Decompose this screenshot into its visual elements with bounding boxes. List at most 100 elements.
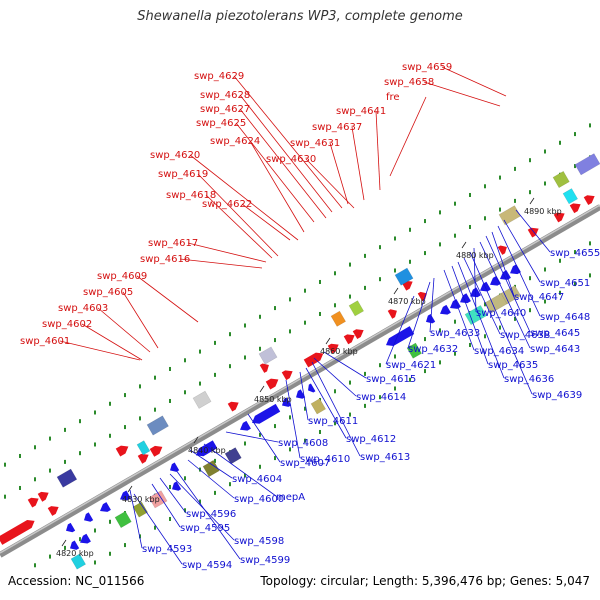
- reverse-label-leader: [285, 379, 301, 459]
- reverse-arrow: [450, 299, 461, 309]
- tick-dot: [4, 494, 6, 499]
- forward-arrow: [47, 506, 59, 516]
- gene-box: [552, 170, 570, 189]
- tick-dot: [289, 329, 291, 334]
- reverse-gene-label: swp_4651: [540, 278, 590, 289]
- forward-arrow: [0, 520, 35, 545]
- tick-dot: [529, 276, 531, 281]
- tick-dot: [304, 438, 306, 443]
- reverse-arrow-shape: [500, 270, 511, 280]
- reverse-gene-label: swp_4615: [366, 374, 416, 385]
- tick-dot: [109, 519, 111, 524]
- reverse-arrow-shape: [70, 540, 80, 550]
- tick-dot: [499, 207, 501, 212]
- reverse-label-leader: [497, 225, 541, 317]
- kbp-tick-label: 4870 kbp: [388, 297, 426, 306]
- tick-dot: [514, 316, 516, 321]
- reverse-gene-label: swp_4639: [532, 390, 582, 401]
- gene-box-shape: [224, 447, 242, 465]
- tick-dot: [64, 545, 66, 550]
- tick-dot: [334, 271, 336, 276]
- forward-gene-label: swp_4602: [42, 319, 92, 330]
- reverse-arrow-shape: [450, 299, 461, 309]
- reverse-label-leader: [515, 209, 551, 253]
- tick-dot: [79, 419, 81, 424]
- reverse-label-leader: [175, 469, 241, 560]
- tick-dot: [559, 258, 561, 263]
- reverse-arrow: [282, 397, 292, 407]
- forward-gene-label: swp_4658: [384, 77, 434, 88]
- forward-gene-label: swp_4617: [148, 238, 198, 249]
- gene-labels: swp_4601 swp_4602 swp_4603 swp_4605 swp_4609…: [20, 62, 600, 571]
- reverse-label-leader: [313, 357, 357, 397]
- tick-dot: [544, 149, 546, 154]
- tick-dot: [289, 415, 291, 420]
- forward-arrow-shape: [227, 401, 239, 412]
- reverse-arrow: [80, 533, 91, 544]
- reverse-arrow-shape: [240, 420, 251, 431]
- reverse-gene-label: swp_4595: [180, 523, 230, 534]
- tick-dot: [574, 250, 576, 255]
- tick-dot: [529, 190, 531, 195]
- reverse-label-leader: [473, 247, 477, 313]
- tick-dot: [424, 369, 426, 374]
- tick-dot: [214, 372, 216, 377]
- reverse-label-leader: [169, 473, 235, 541]
- kbp-tick-mark: [61, 539, 67, 547]
- forward-gene-label: swp_4628: [200, 90, 250, 101]
- tick-dot: [544, 299, 546, 304]
- forward-arrow: [583, 195, 595, 206]
- reverse-label-leader: [189, 449, 233, 479]
- tick-dot: [559, 290, 561, 295]
- tick-dot: [169, 516, 171, 521]
- tick-dot: [439, 360, 441, 365]
- kbp-tick-label: 4830 kbp: [122, 495, 160, 504]
- reverse-arrow: [120, 490, 131, 501]
- reverse-label-leader: [451, 265, 489, 365]
- tick-dot: [319, 429, 321, 434]
- tick-dot: [154, 407, 156, 412]
- reverse-arrow: [480, 281, 491, 292]
- gene-box-shape: [202, 459, 220, 478]
- forward-arrow-shape: [303, 352, 324, 368]
- reverse-label-leader: [187, 459, 235, 499]
- forward-gene-label: swp_4622: [202, 199, 252, 210]
- forward-label-leader: [187, 242, 267, 263]
- reverse-label-leader: [225, 431, 279, 443]
- forward-label-leader: [136, 275, 199, 323]
- forward-label-leader: [197, 173, 279, 257]
- forward-arrow: [265, 378, 279, 390]
- tick-dot: [259, 314, 261, 319]
- reverse-label-leader: [457, 261, 505, 379]
- forward-label-leader: [97, 307, 151, 353]
- forward-arrow-shape: [553, 212, 565, 223]
- forward-label-leader: [441, 66, 507, 97]
- label-leaders: [59, 66, 551, 565]
- tick-dot: [499, 325, 501, 330]
- forward-arrow: [227, 401, 239, 412]
- gene-box: [132, 501, 149, 518]
- gene-box: [348, 300, 365, 317]
- kbp-tick-mark: [529, 197, 535, 205]
- reverse-arrow-shape: [426, 314, 436, 324]
- forward-arrow: [137, 453, 149, 464]
- forward-label-leader: [239, 108, 327, 219]
- tick-dot: [319, 311, 321, 316]
- reverse-arrow-shape: [460, 293, 471, 304]
- forward-arrow-shape: [327, 343, 339, 354]
- gene-box-shape: [70, 553, 87, 570]
- forward-label-leader: [389, 96, 427, 177]
- tick-dot: [79, 451, 81, 456]
- reverse-gene-label: swp_4621: [386, 360, 436, 371]
- reverse-arrow-shape: [510, 264, 521, 275]
- tick-dot: [484, 216, 486, 221]
- forward-arrow: [527, 227, 539, 238]
- tick-dot: [454, 201, 456, 206]
- tick-dot: [169, 366, 171, 371]
- kbp-tick-label: 4850 kbp: [254, 395, 292, 404]
- reverse-arrow: [500, 270, 511, 280]
- tick-dot: [484, 184, 486, 189]
- tick-dot: [409, 227, 411, 232]
- reverse-label-leader: [491, 231, 515, 297]
- forward-gene-label: swp_4627: [200, 104, 250, 115]
